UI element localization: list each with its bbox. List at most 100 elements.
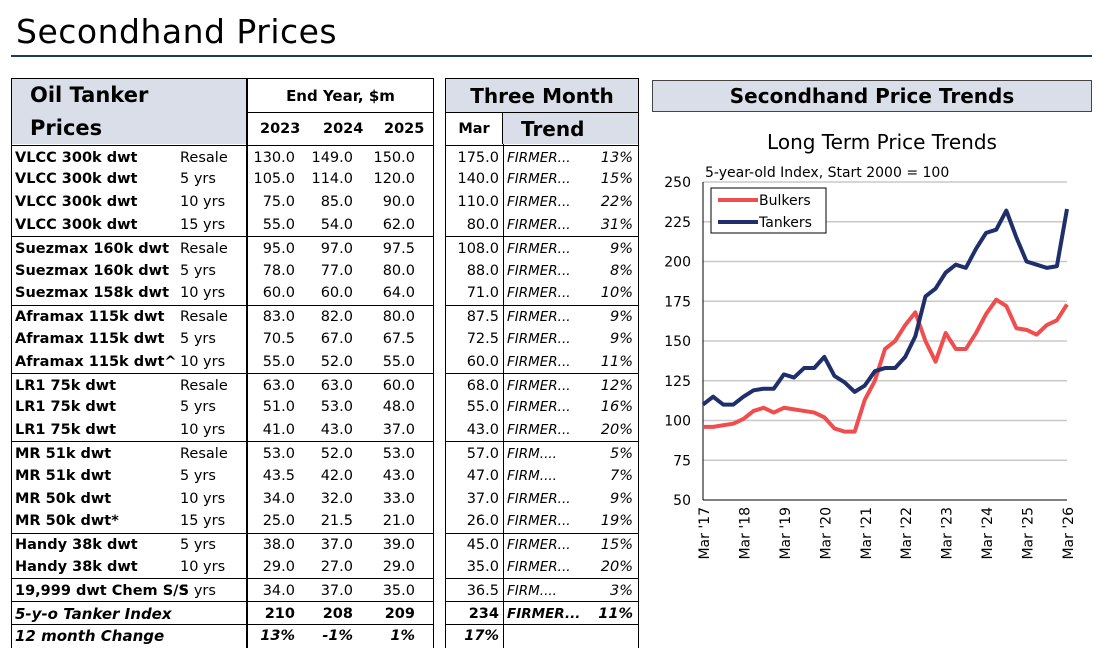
trend-pct: 10%: [600, 285, 633, 302]
value-mar: 80.0: [466, 216, 499, 233]
trend-pct: 16%: [600, 399, 633, 416]
x-tick-label: Mar '19: [778, 507, 794, 560]
trend-text: FIRMER...: [507, 422, 571, 439]
vessel-age: 5 yrs: [180, 262, 216, 279]
value-mar: 26.0: [466, 513, 499, 530]
vessel-age: 10 yrs: [180, 422, 226, 439]
trend-text: FIRMER...: [507, 149, 571, 166]
trend-text: FIRMER...: [507, 194, 571, 211]
table-row: 130.0 149.0 150.0: [248, 145, 433, 169]
header-prices: Prices: [30, 116, 103, 140]
table-row: 108.0 FIRMER... 9%: [446, 236, 638, 260]
x-tick-label: Mar '25: [1021, 507, 1037, 560]
table-row: 57.0 FIRM.... 5%: [446, 441, 638, 465]
trend-pct: 8%: [609, 262, 633, 279]
value-mar: 87.5: [466, 309, 499, 326]
value-mar: 110.0: [457, 194, 499, 211]
value-2025: 39.0: [382, 537, 415, 554]
value-2023: 51.0: [262, 399, 295, 416]
table-row: 60.0 FIRMER... 11%: [446, 350, 638, 373]
value-2024: 97.0: [320, 240, 353, 257]
trend-text: FIRMER...: [507, 216, 571, 233]
trend-text: FIRMER...: [507, 399, 571, 416]
series-line-tankers: [701, 208, 1069, 407]
trend-pct: 9%: [609, 490, 633, 507]
header-oil-tanker: Oil Tanker: [30, 83, 149, 107]
end-year-header: End Year, $m: [248, 79, 433, 113]
x-tick-label: Mar '18: [737, 507, 753, 560]
value-2024: 208: [322, 605, 353, 622]
value-2025: 29.0: [382, 558, 415, 575]
trend-header: Trend: [503, 112, 638, 144]
value-2023: 34.0: [262, 582, 295, 599]
value-2025: 53.0: [382, 445, 415, 462]
trend-pct: 7%: [609, 467, 633, 484]
y-tick-label: 225: [664, 215, 691, 231]
value-2025: 97.5: [382, 240, 415, 257]
table-row: 70.5 67.0 67.5: [248, 327, 433, 350]
trend-text: FIRM....: [507, 467, 557, 484]
vessel-name: VLCC 300k dwt: [15, 149, 138, 166]
value-2023: 34.0: [262, 490, 295, 507]
value-2023: 60.0: [262, 285, 295, 302]
value-2025: 150.0: [373, 149, 415, 166]
table-row: 88.0 FIRMER... 8%: [446, 259, 638, 282]
vessel-name: 12 month Change: [15, 627, 165, 646]
trend-text: FIRMER...: [507, 558, 571, 575]
value-mar: 37.0: [466, 490, 499, 507]
value-2024: 77.0: [320, 262, 353, 279]
table-row: 95.0 97.0 97.5: [248, 236, 433, 260]
x-tick-label: Mar '21: [859, 507, 875, 560]
vessel-name: VLCC 300k dwt: [15, 194, 138, 211]
table-row: MR 51k dwt 5 yrs: [12, 464, 246, 487]
value-mar: 72.5: [466, 330, 499, 347]
value-2024: 54.0: [320, 216, 353, 233]
table-row: 29.0 27.0 29.0: [248, 555, 433, 578]
year-2024: 2024: [323, 121, 364, 137]
chart-subtitle: 5-year-old Index, Start 2000 = 100: [705, 165, 949, 181]
trend-text: FIRMER...: [507, 605, 581, 622]
chart-title: Long Term Price Trends: [767, 130, 997, 154]
three-month-column: Three Month Mar Trend 175.0 FIRMER... 13% 1…: [445, 78, 639, 648]
value-2023: 210: [264, 605, 295, 622]
table-row: 43.0 FIRMER... 20%: [446, 419, 638, 442]
table-row: Suezmax 160k dwt 5 yrs: [12, 259, 246, 282]
table-row: 55.0 FIRMER... 16%: [446, 396, 638, 419]
value-2023: 70.5: [262, 330, 295, 347]
value-2023: 13%: [260, 628, 295, 645]
value-mar: 71.0: [466, 285, 499, 302]
page-title: Secondhand Prices: [16, 12, 338, 51]
value-2025: 67.5: [382, 330, 415, 347]
vessel-name: 19,999 dwt Chem S/S: [15, 582, 189, 599]
trend-pct: 15%: [600, 537, 633, 554]
vessel-age: 5 yrs: [180, 537, 216, 554]
value-2024: 37.0: [320, 582, 353, 599]
vessel-names-column: Oil Tanker Prices VLCC 300k dwt Resale VLC…: [11, 78, 247, 648]
table-row: 45.0 FIRMER... 15%: [446, 532, 638, 557]
y-tick-label: 200: [664, 255, 691, 271]
value-2024: 43.0: [320, 422, 353, 439]
value-2025: 120.0: [373, 171, 415, 188]
table-row: LR1 75k dwt 10 yrs: [12, 419, 246, 442]
trend-pct: 3%: [609, 582, 633, 599]
value-2023: 130.0: [253, 149, 295, 166]
chart-panel-header: Secondhand Price Trends: [652, 80, 1092, 112]
vessel-name: Handy 38k dwt: [15, 537, 138, 554]
title-underline: [11, 55, 1092, 57]
year-2025: 2025: [384, 121, 425, 137]
table-row: 68.0 FIRMER... 12%: [446, 373, 638, 397]
table-row: LR1 75k dwt 5 yrs: [12, 396, 246, 419]
vessel-name: Suezmax 160k dwt: [15, 262, 169, 279]
vessel-age: Resale: [180, 240, 228, 257]
three-month-header: Three Month: [446, 79, 638, 112]
table-row: Handy 38k dwt 10 yrs: [12, 555, 246, 578]
value-mar: 140.0: [457, 171, 499, 188]
table-row: 110.0 FIRMER... 22%: [446, 191, 638, 214]
value-2024: 27.0: [320, 558, 353, 575]
value-mar: 88.0: [466, 262, 499, 279]
value-2024: 53.0: [320, 399, 353, 416]
value-2025: 80.0: [382, 262, 415, 279]
vessel-name: Handy 38k dwt: [15, 558, 138, 575]
table-row: Aframax 115k dwt^ 10 yrs: [12, 350, 246, 373]
table-row: 34.0 37.0 35.0: [248, 578, 433, 602]
